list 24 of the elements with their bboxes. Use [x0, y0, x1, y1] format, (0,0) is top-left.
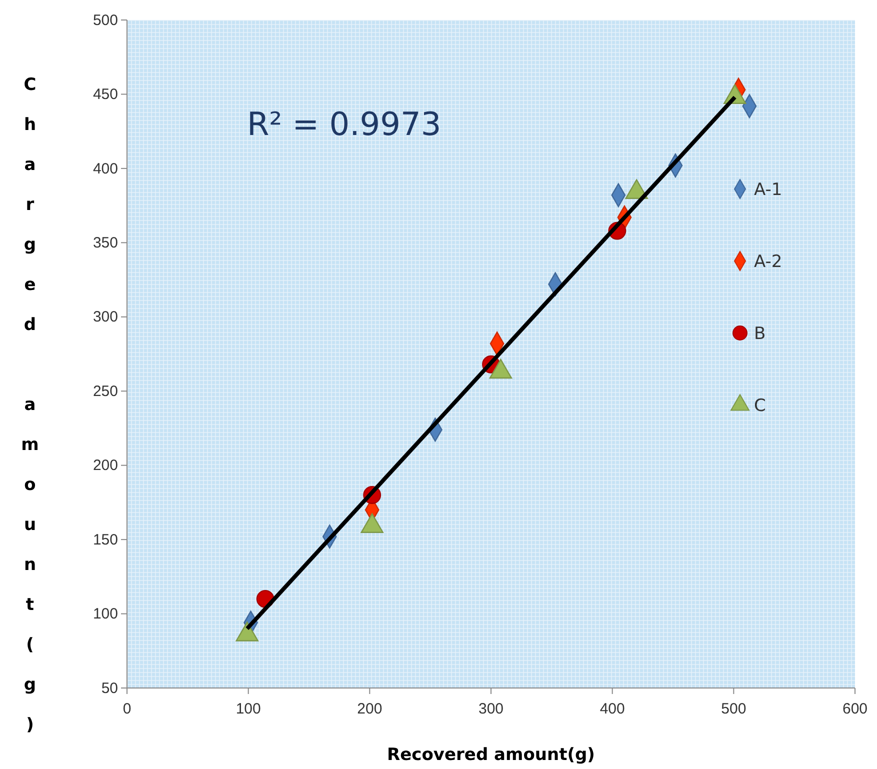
x-tick-label: 0: [122, 700, 132, 718]
y-tick-label: 400: [92, 160, 118, 178]
x-tick-label: 300: [478, 700, 504, 718]
x-tick-label: 200: [357, 700, 382, 718]
legend-label: A-1: [754, 180, 782, 200]
y-tick-label: 450: [92, 86, 118, 104]
y-tick-label: 300: [92, 308, 118, 326]
x-tick-label: 400: [600, 700, 625, 718]
x-tick-label: 100: [236, 700, 261, 718]
legend-label: C: [754, 396, 766, 416]
y-tick-label: 150: [92, 531, 118, 548]
x-tick-label: 600: [842, 700, 868, 718]
x-tick-label: 500: [721, 700, 746, 718]
legend-label: A-2: [754, 252, 782, 272]
y-tick-label: 200: [92, 457, 118, 474]
legend-label: B: [754, 324, 766, 344]
y-tick-label: 100: [92, 606, 118, 623]
y-tick-label: 350: [92, 234, 118, 252]
y-tick-label: 250: [92, 382, 118, 400]
y-tick-label: 500: [92, 12, 118, 29]
annotation: R² = 0.9973: [247, 105, 442, 143]
x-axis-title: Recovered amount(g): [387, 745, 595, 765]
y-axis-title: Charged amount(g): [20, 75, 40, 755]
y-tick-label: 50: [101, 680, 118, 697]
